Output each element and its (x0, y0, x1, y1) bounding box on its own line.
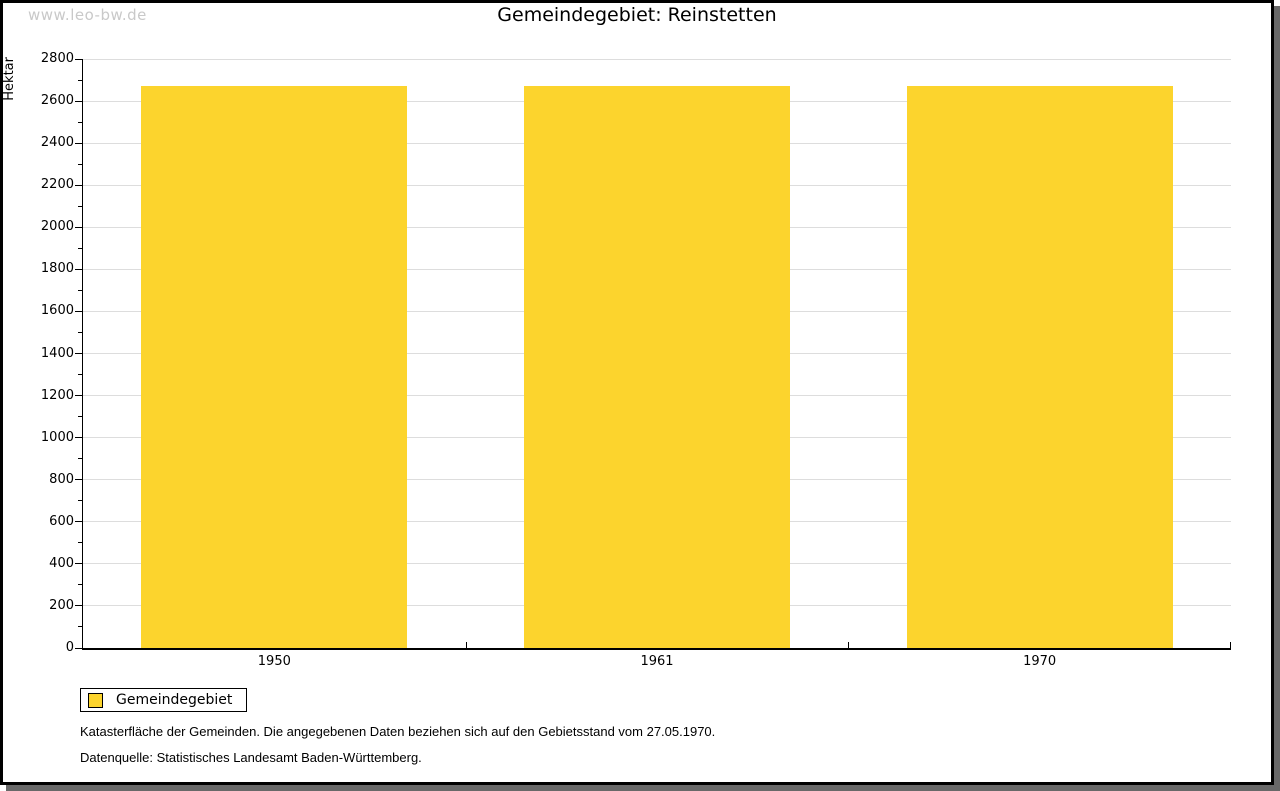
x-axis-tick-label: 1950 (257, 654, 291, 669)
x-axis-boundary-tick (848, 642, 849, 648)
y-axis-tick-label: 2400 (40, 135, 74, 151)
y-axis-tick-major (75, 310, 83, 312)
y-axis-tick-major (75, 142, 83, 144)
y-axis-tick-major (75, 437, 83, 439)
y-axis-tick-minor (78, 584, 83, 586)
plot-area: 0 200 400 600 800 1000 1200 1400 1600 1800 2000 220… (41, 51, 1231, 669)
y-axis-tick-major (75, 353, 83, 354)
y-axis-title: Hektar (2, 57, 17, 101)
y-axis-tick-major (75, 268, 83, 270)
y-axis-tick-label: 0 (65, 640, 74, 655)
y-axis-tick-major (75, 395, 83, 397)
y-axis-tick-label: 2000 (40, 219, 74, 235)
y-axis-tick-major (75, 563, 83, 565)
y-axis-tick-label: 800 (49, 471, 74, 487)
x-axis-end-tick (1230, 642, 1231, 648)
bar-1950 (141, 86, 407, 648)
legend: Gemeindegebiet (80, 688, 248, 712)
y-axis-tick-major (75, 605, 83, 607)
y-axis-tick-minor (78, 374, 83, 376)
x-axis-boundary-tick (466, 642, 467, 648)
y-axis-tick-label: 2200 (40, 177, 74, 193)
y-axis-tick-minor (78, 289, 83, 291)
y-axis-tick-label: 600 (49, 513, 74, 529)
legend-label: Gemeindegebiet (116, 692, 233, 708)
footnote-data-source: Datenquelle: Statistisches Landesamt Bad… (80, 750, 422, 765)
x-axis-tick-label: 1970 (1023, 654, 1057, 669)
y-axis-tick-label: 1400 (40, 345, 74, 361)
y-axis-tick-label: 1800 (40, 261, 74, 277)
y-axis-tick-major (75, 521, 83, 523)
y-axis-tick-label: 1200 (40, 387, 74, 403)
y-axis-tick-minor (78, 500, 83, 502)
bar-1961 (524, 86, 790, 648)
watermark: www.leo-bw.de (28, 6, 147, 24)
y-axis-tick-minor (78, 416, 83, 418)
y-axis-tick-minor (78, 247, 83, 249)
y-axis-tick-label: 200 (49, 597, 74, 613)
y-axis-tick-minor (78, 542, 83, 544)
y-axis-tick-minor (78, 79, 83, 81)
y-axis-tick-major (75, 226, 83, 228)
x-axis-tick-label: 1961 (640, 654, 674, 669)
footnote-source-note: Katasterfläche der Gemeinden. Die angege… (80, 724, 716, 739)
y-axis-tick-label: 2600 (40, 93, 74, 109)
legend-swatch (88, 692, 103, 708)
y-axis-tick-major (75, 479, 83, 481)
y-axis-tick-major (75, 647, 83, 649)
y-axis-tick-minor (78, 458, 83, 460)
y-axis-tick-minor (78, 205, 83, 207)
y-axis-tick-minor (78, 331, 83, 333)
y-axis-tick-major (75, 184, 83, 186)
y-axis-tick-minor (78, 626, 83, 628)
gridline (83, 58, 1231, 60)
y-axis-tick-label: 2800 (40, 51, 74, 66)
y-axis-tick-major (75, 58, 83, 60)
y-axis-tick-minor (78, 163, 83, 165)
y-axis-tick-major (75, 100, 83, 102)
y-axis-tick-label: 400 (49, 555, 74, 571)
y-axis-tick-label: 1600 (40, 303, 74, 319)
y-axis-tick-minor (78, 121, 83, 123)
chart-title: Gemeindegebiet: Reinstetten (497, 4, 777, 26)
y-axis-tick-label: 1000 (40, 429, 74, 445)
bar-1970 (907, 86, 1173, 648)
